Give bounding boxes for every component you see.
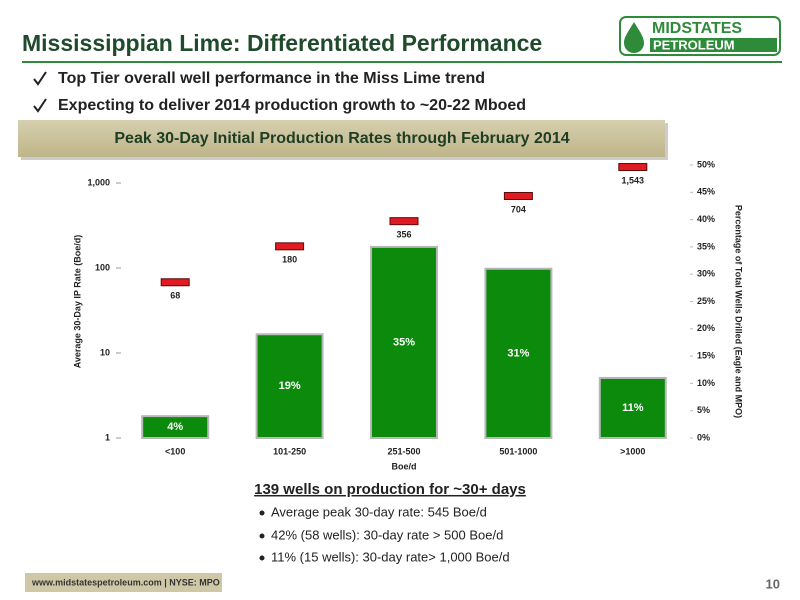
- marker-label: 704: [511, 204, 526, 214]
- marker: [389, 217, 419, 226]
- marker: [618, 163, 648, 172]
- bullet-dot: [259, 555, 265, 561]
- bullet-text: Top Tier overall well performance in the…: [58, 70, 485, 87]
- y2-tick-label: 45%: [697, 187, 715, 197]
- footer-box: [25, 573, 222, 592]
- marker-label: 356: [396, 230, 411, 240]
- check-icon: [33, 71, 47, 86]
- bar-label: 19%: [279, 380, 301, 392]
- y2-tick-label: 0%: [697, 432, 710, 442]
- x-tick-label: 501-1000: [499, 446, 537, 456]
- x-tick-label: 251-500: [387, 446, 420, 456]
- y2-tick-label: 5%: [697, 405, 710, 415]
- bar: [598, 376, 667, 440]
- bullet-text: Expecting to deliver 2014 production gro…: [58, 97, 526, 114]
- marker: [160, 278, 190, 287]
- notes-title: 139 wells on production for ~30+ days: [254, 481, 526, 498]
- y2-tick-label: 35%: [697, 241, 715, 251]
- marker-label: 180: [282, 255, 297, 265]
- bullet-dot: [259, 533, 265, 539]
- chart-title: Peak 30-Day Initial Production Rates thr…: [114, 130, 569, 147]
- bar: [484, 267, 553, 439]
- y-tick-label: 100: [95, 262, 110, 272]
- note-item: Average peak 30-day rate: 545 Boe/d: [271, 504, 487, 519]
- logo: MIDSTATES PETROLEUM: [619, 16, 781, 56]
- bar: [370, 245, 438, 439]
- bar: [141, 415, 210, 440]
- y-axis-title: Average 30-Day IP Rate (Boe/d): [72, 235, 82, 369]
- y-tick-label: 1: [105, 432, 110, 442]
- y2-tick-label: 40%: [697, 214, 715, 224]
- note-item: 11% (15 wells): 30-day rate> 1,000 Boe/d: [271, 549, 510, 564]
- slide-title: Mississippian Lime: Differentiated Perfo…: [22, 30, 542, 56]
- marker-label: 1,543: [622, 175, 645, 185]
- logo-band: [650, 38, 777, 52]
- note-item: 42% (58 wells): 30-day rate > 500 Boe/d: [271, 527, 503, 542]
- marker: [503, 191, 533, 200]
- x-tick-label: 101-250: [273, 446, 306, 456]
- logo-drop: [624, 22, 644, 53]
- y2-tick-label: 15%: [697, 350, 715, 360]
- marker: [275, 242, 305, 251]
- y2-tick-label: 30%: [697, 269, 715, 279]
- y-tick-label: 10: [100, 347, 110, 357]
- bar-label: 11%: [622, 402, 644, 414]
- bar-label: 4%: [167, 421, 183, 433]
- logo-bottom: PETROLEUM: [653, 37, 735, 52]
- y-tick-label: 1,000: [87, 177, 110, 187]
- bar: [255, 333, 324, 440]
- x-tick-label: >1000: [620, 446, 645, 456]
- logo-top: MIDSTATES: [652, 20, 742, 37]
- y2-axis-title: Percentage of Total Wells Drilled (Eagle…: [734, 205, 744, 418]
- y2-tick-label: 50%: [697, 159, 715, 169]
- banner: [18, 120, 665, 157]
- x-axis-title: Boe/d: [391, 461, 416, 471]
- y2-tick-label: 10%: [697, 378, 715, 388]
- y2-tick-label: 25%: [697, 296, 715, 306]
- bar-label: 31%: [507, 347, 529, 359]
- bullet-dot: [259, 510, 265, 516]
- x-tick-label: <100: [165, 446, 185, 456]
- page-number: 10: [766, 576, 780, 591]
- bar-label: 35%: [393, 336, 415, 348]
- check-icon: [33, 98, 47, 113]
- marker-label: 68: [170, 291, 180, 301]
- y2-tick-label: 20%: [697, 323, 715, 333]
- footer-text: www.midstatespetroleum.com | NYSE: MPO: [31, 577, 220, 587]
